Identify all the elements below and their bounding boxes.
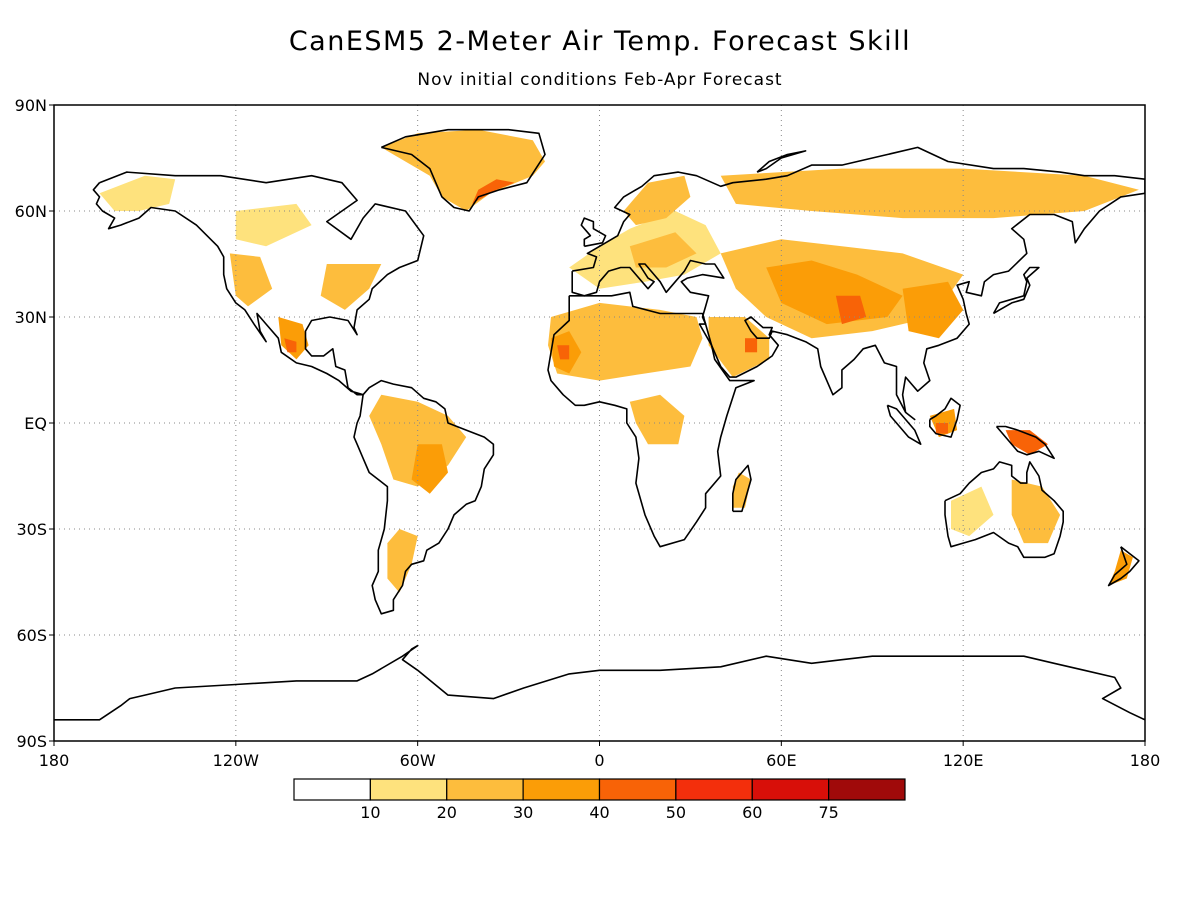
lat-tick-label: 90S (16, 732, 47, 751)
lat-tick-label: 30N (15, 308, 47, 327)
lon-tick-label: 120E (943, 751, 984, 770)
skill-region-new-guinea (1005, 430, 1048, 455)
coastline-sumatra (886, 404, 922, 446)
lat-tick-label: EQ (24, 414, 47, 433)
skill-region-new-zealand (1108, 550, 1133, 586)
lon-tick-label: 60W (400, 751, 436, 770)
colorbar-label: 50 (666, 803, 686, 822)
colorbar: 10 20 30 40 50 60 75 (293, 778, 906, 822)
skill-region-arabia-core (745, 338, 758, 353)
coastline-australia (944, 461, 1064, 559)
chart-title: CanESM5 2-Meter Air Temp. Forecast Skill (288, 26, 912, 57)
skill-region-central-asia-hot (766, 260, 903, 325)
colorbar-label: 10 (360, 803, 380, 822)
coastline-borneo (928, 397, 961, 438)
coastline-eurasia (571, 146, 1145, 421)
lon-tick-label: 180 (39, 751, 70, 770)
colorbar-label: 30 (513, 803, 533, 822)
colorbar-label: 20 (437, 803, 457, 822)
skill-region-alaska (99, 175, 176, 211)
colorbar-label: 40 (589, 803, 609, 822)
skill-region-canada-central (235, 203, 312, 247)
colorbar-label: 60 (742, 803, 762, 822)
coastline-uk (580, 217, 607, 248)
skill-region-eastern-usa (320, 264, 382, 310)
skill-shading-layer (99, 129, 1139, 593)
skill-region-western-usa (229, 253, 273, 307)
coastline-new-zealand (1107, 546, 1140, 587)
coastline-new-guinea (995, 425, 1055, 460)
skill-region-sahara (548, 302, 703, 381)
skill-region-borneo-core (935, 423, 948, 434)
gridlines (54, 105, 1145, 741)
skill-region-west-africa-core (557, 345, 570, 360)
coastlines (54, 128, 1145, 721)
coastline-antarctica (54, 644, 1145, 721)
coastline-afro-eurasia (547, 291, 755, 548)
skill-region-australia-east (1011, 479, 1061, 544)
lat-tick-label: 90N (15, 96, 47, 115)
lat-tick-label: 60N (15, 202, 47, 221)
skill-region-central-africa (629, 394, 685, 445)
skill-region-arabia (708, 317, 770, 378)
coastline-madagascar (731, 464, 752, 513)
skill-region-mexico (278, 317, 309, 360)
skill-region-siberia (720, 168, 1139, 219)
colorbar-swatch (293, 778, 371, 801)
skill-region-greenland (381, 129, 545, 211)
colorbar-swatch (446, 778, 524, 801)
colorbar-swatch (675, 778, 753, 801)
colorbar-swatch (828, 778, 906, 801)
coastline-greenland (380, 128, 546, 212)
lat-tick-label: 30S (16, 520, 47, 539)
colorbar-swatch (369, 778, 448, 801)
skill-region-brazil-central (411, 444, 448, 494)
chart-subtitle: Nov initial conditions Feb-Apr Forecast (417, 70, 783, 90)
colorbar-swatch (598, 778, 677, 801)
skill-region-madagascar (732, 472, 751, 508)
colorbar-swatch (751, 778, 830, 801)
skill-region-scandinavia (623, 175, 691, 226)
colorbar-label: 75 (818, 803, 838, 822)
coastline-japan (992, 266, 1040, 315)
skill-region-south-america-south (387, 529, 418, 593)
lon-tick-label: 0 (594, 751, 604, 770)
lon-tick-label: 180 (1130, 751, 1161, 770)
lon-tick-label: 120W (213, 751, 260, 770)
skill-region-tibet-core (835, 295, 867, 325)
skill-region-australia-west (951, 486, 994, 537)
lon-tick-label: 60E (766, 751, 796, 770)
colorbar-swatch (522, 778, 601, 801)
skill-region-europe-inner (629, 232, 697, 268)
coastline-north-america (92, 171, 425, 396)
lat-tick-label: 60S (16, 626, 47, 645)
skill-region-china-east (902, 281, 964, 339)
skill-region-mexico-core (284, 338, 297, 353)
coastline-novaya-zemlya (756, 150, 807, 173)
coastline-south-america (353, 379, 495, 615)
